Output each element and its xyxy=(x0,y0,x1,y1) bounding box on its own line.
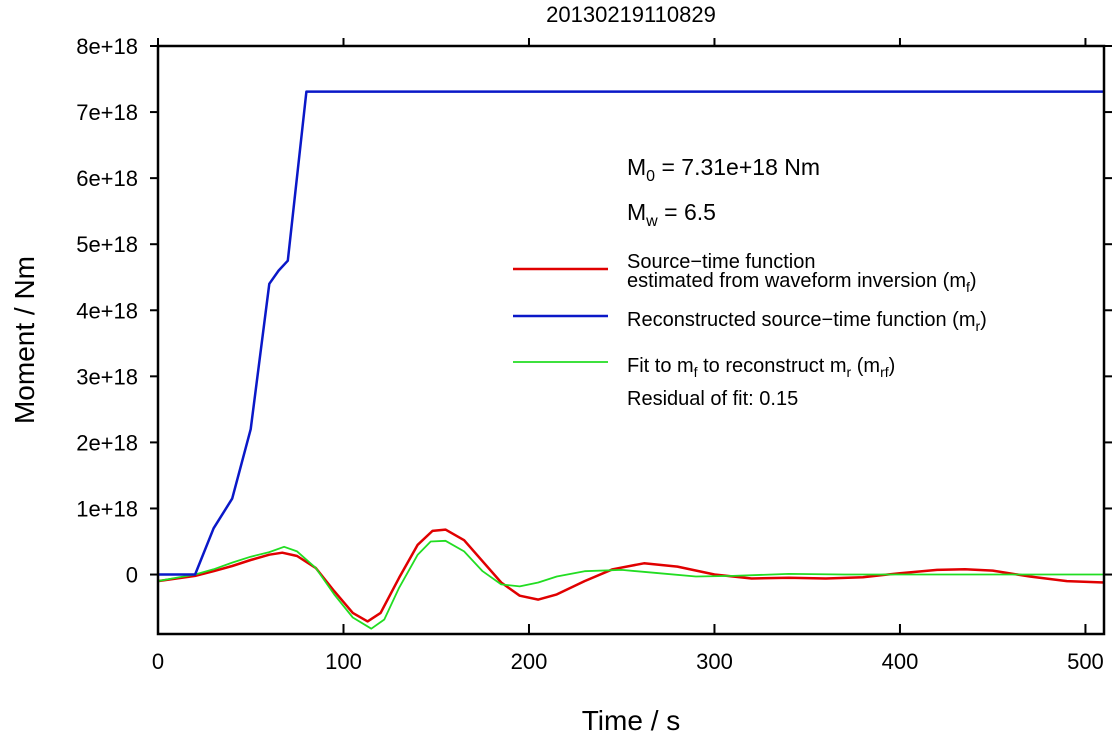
x-tick-label: 400 xyxy=(882,649,919,674)
x-tick-label: 100 xyxy=(325,649,362,674)
legend: Source−time function estimated from wave… xyxy=(513,251,987,410)
y-tick-label: 7e+18 xyxy=(76,100,138,125)
y-tick-label: 4e+18 xyxy=(76,298,138,323)
legend-label-fit: Fit to mf to reconstruct mr (mrf) xyxy=(627,355,895,380)
y-tick-label: 5e+18 xyxy=(76,232,138,257)
annotations: M0 = 7.31e+18 Nm Mw = 6.5 xyxy=(627,154,820,230)
legend-label-source-time-function-line1: Source−time function xyxy=(627,251,815,273)
chart-title: 20130219110829 xyxy=(546,2,716,27)
y-axis-title: Moment / Nm xyxy=(9,256,40,424)
y-tick-label: 2e+18 xyxy=(76,430,138,455)
annotation-moment-magnitude: Mw = 6.5 xyxy=(627,199,716,230)
y-tick-label: 6e+18 xyxy=(76,166,138,191)
x-axis-title: Time / s xyxy=(582,705,681,734)
series-layer xyxy=(158,90,1104,630)
x-tick-label: 300 xyxy=(696,649,733,674)
y-tick-label: 0 xyxy=(126,563,138,588)
plot-frame xyxy=(156,44,1106,636)
annotation-seismic-moment: M0 = 7.31e+18 Nm xyxy=(627,154,820,185)
series-reconstructed xyxy=(158,90,1104,576)
residual-of-fit: Residual of fit: 0.15 xyxy=(627,388,798,410)
legend-label-reconstructed: Reconstructed source−time function (mr) xyxy=(627,309,987,334)
y-tick-label: 3e+18 xyxy=(76,364,138,389)
x-tick-label: 500 xyxy=(1067,649,1104,674)
series-source-time-function xyxy=(158,528,1104,623)
y-tick-label: 8e+18 xyxy=(76,34,138,59)
x-tick-label: 200 xyxy=(511,649,548,674)
legend-label-source-time-function-line2: estimated from waveform inversion (mf) xyxy=(627,270,977,295)
x-tick-label: 0 xyxy=(152,649,164,674)
ticks-layer: 0 100 200 300 400 500 0 1e+18 2e+18 3e+18 4e+18 5e+… xyxy=(76,34,1112,674)
y-tick-label: 1e+18 xyxy=(76,496,138,521)
series-fit xyxy=(158,539,1104,630)
